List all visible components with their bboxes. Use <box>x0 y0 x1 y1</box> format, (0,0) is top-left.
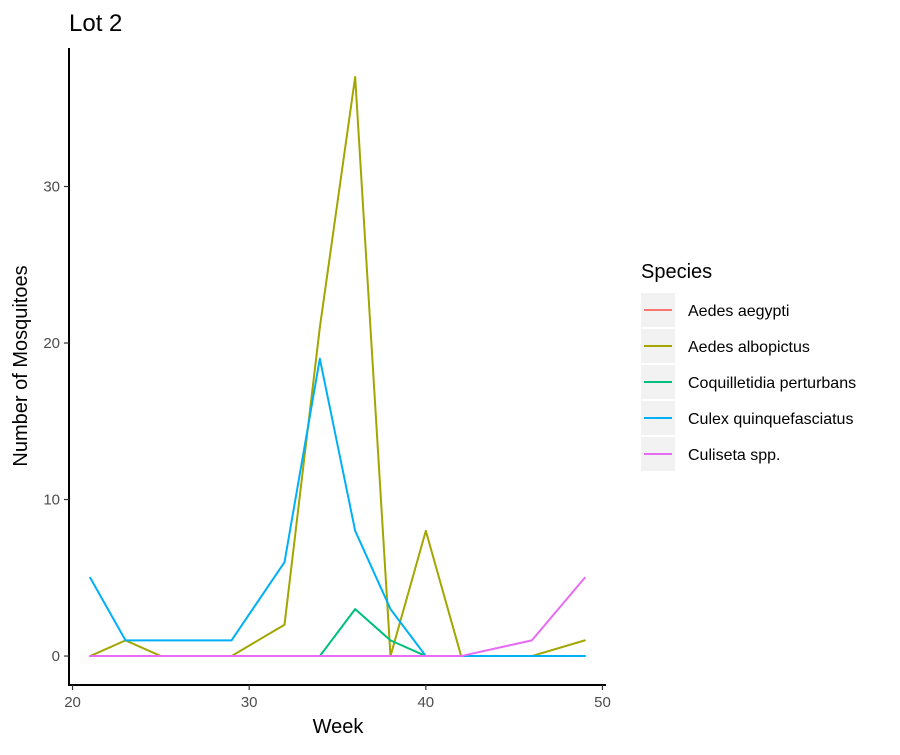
legend-item-aedes-aegypti: Aedes aegypti <box>641 293 789 327</box>
legend-item-aedes-albopictus: Aedes albopictus <box>641 329 810 363</box>
legend-label: Aedes albopictus <box>688 339 810 356</box>
y-tick-label: 0 <box>52 648 60 665</box>
x-tick-label: 50 <box>594 694 611 711</box>
legend-item-culex-quinquefasciatus: Culex quinquefasciatus <box>641 401 853 435</box>
legend-label: Coquilletidia perturbans <box>688 375 856 392</box>
legend-item-culiseta-spp: Culiseta spp. <box>641 437 781 471</box>
x-axis-ticks: 20 30 40 50 <box>64 685 611 711</box>
legend-title: Species <box>641 261 712 283</box>
series-line-coquilletidia-perturbans <box>89 608 586 658</box>
y-axis-ticks: 0 10 20 30 <box>43 179 69 665</box>
y-axis-title: Number of Mosquitoes <box>10 265 32 466</box>
series-line-culiseta-spp <box>89 576 586 658</box>
plot-series-lines <box>89 75 586 658</box>
legend-item-coquilletidia-perturbans: Coquilletidia perturbans <box>641 365 856 399</box>
y-tick-label: 10 <box>43 492 60 509</box>
x-tick-label: 40 <box>417 694 434 711</box>
x-tick-label: 30 <box>241 694 258 711</box>
y-tick-label: 20 <box>43 335 60 352</box>
legend-label: Culiseta spp. <box>688 447 781 464</box>
chart-title: Lot 2 <box>69 10 122 37</box>
series-line-culex-quinquefasciatus <box>89 357 586 658</box>
legend-label: Culex quinquefasciatus <box>688 411 853 428</box>
x-tick-label: 20 <box>64 694 81 711</box>
legend: Species Aedes aegypti Aedes albopictus Coq… <box>641 261 856 471</box>
legend-items: Aedes aegypti Aedes albopictus Coquilletid… <box>641 293 856 471</box>
x-axis-title: Week <box>313 716 365 738</box>
y-tick-label: 30 <box>43 179 60 196</box>
series-line-aedes-albopictus <box>89 75 586 658</box>
legend-label: Aedes aegypti <box>688 303 789 320</box>
